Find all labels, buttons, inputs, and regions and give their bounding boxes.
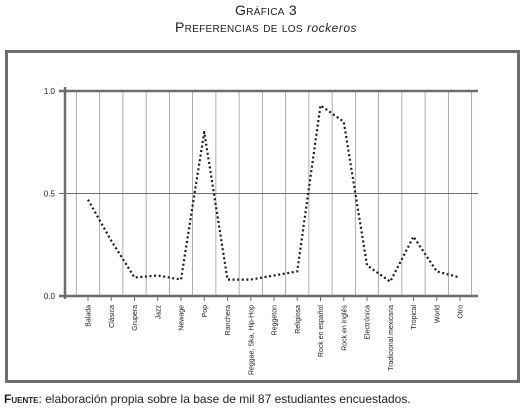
data-point [436, 270, 438, 272]
data-point [389, 280, 391, 282]
x-tick-label: Grupera [132, 305, 139, 331]
data-point [226, 278, 228, 280]
y-tick-label: 0.0 [44, 292, 56, 301]
chart-title-block: Gráfica 3 Preferencias de los rockeros [0, 2, 532, 37]
data-point [366, 264, 368, 266]
chart-subtitle: Preferencias de los rockeros [0, 19, 532, 37]
data-point [133, 276, 135, 278]
x-tick-label: Reggae, Ska, Hip-Hop [248, 305, 255, 375]
data-point [273, 274, 275, 276]
x-tick-label: Otro [458, 305, 465, 319]
y-tick-label: 0.5 [44, 190, 56, 199]
data-point [180, 278, 182, 280]
y-tick-label: 1.0 [44, 87, 56, 96]
x-tick-label: World [434, 305, 441, 323]
x-tick-label: Balada [86, 305, 93, 327]
source-note: Fuente: elaboración propia sobre la base… [4, 392, 411, 406]
x-tick-label: Clásica [109, 305, 116, 328]
data-point [110, 239, 112, 241]
x-tick-label: Ranchera [225, 305, 232, 335]
x-tick-label: Rock en español [318, 305, 325, 358]
data-point [343, 121, 345, 123]
source-text: : elaboración propia sobre la base de mi… [38, 392, 411, 406]
x-tick-label: Electrónica [365, 305, 372, 340]
data-point [87, 198, 89, 200]
data-point [157, 274, 159, 276]
chart-subtitle-text: Preferencias de los [174, 19, 303, 35]
data-point [319, 104, 321, 106]
chart-subtitle-emphasis: rockeros [307, 21, 358, 35]
x-tick-label: Newage [179, 305, 186, 331]
data-point [250, 278, 252, 280]
x-tick-label: Rock en inglés [341, 305, 348, 351]
x-tick-label: Pop [202, 305, 209, 318]
data-point [459, 276, 461, 278]
x-tick-label: Tradicional mexicana [388, 305, 395, 371]
series-line [87, 104, 461, 283]
source-label: Fuente [4, 392, 39, 406]
x-tick-label: Reggeton [272, 305, 279, 335]
x-tick-label: Tropical [411, 305, 418, 330]
data-point [296, 270, 298, 272]
x-tick-label: Religiosa [295, 305, 302, 334]
chart-title: Gráfica 3 [235, 2, 297, 18]
data-point [203, 131, 205, 133]
chart-frame [5, 50, 520, 383]
data-point [412, 235, 414, 237]
x-tick-label: Jazz [155, 305, 162, 320]
